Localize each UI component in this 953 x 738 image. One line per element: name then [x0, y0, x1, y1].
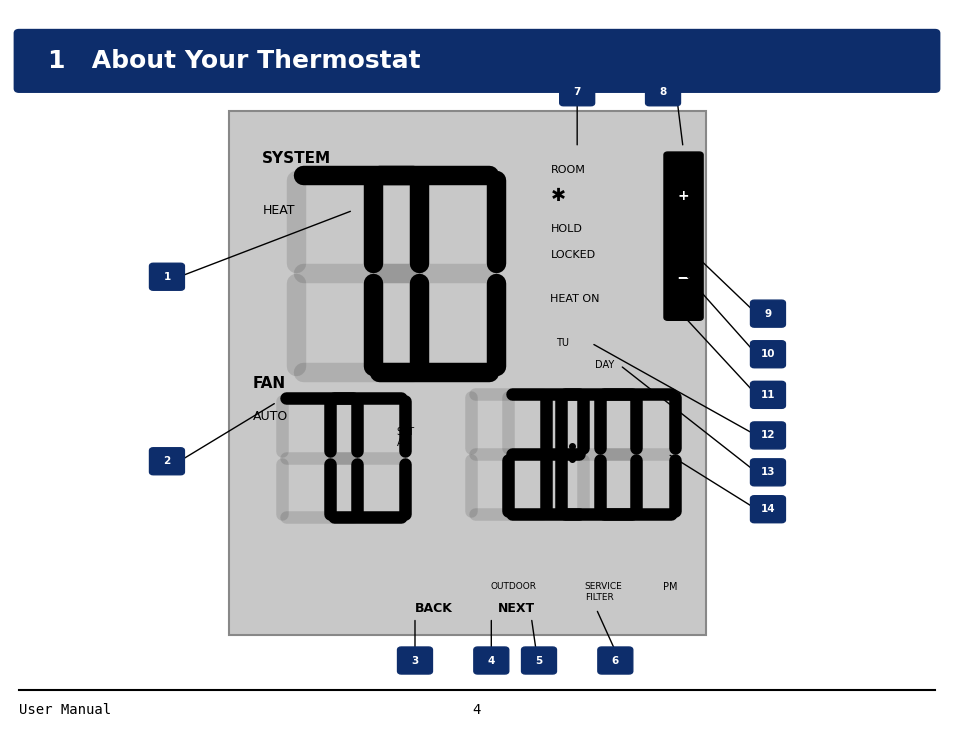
Text: 4: 4 [473, 703, 480, 717]
Text: FAN: FAN [253, 376, 286, 391]
Text: PM: PM [662, 582, 677, 592]
Text: User Manual: User Manual [19, 703, 112, 717]
FancyBboxPatch shape [559, 79, 594, 106]
FancyBboxPatch shape [750, 422, 784, 449]
FancyBboxPatch shape [750, 459, 784, 486]
Text: −: − [676, 268, 690, 286]
Text: 11: 11 [760, 390, 775, 400]
Text: DAY: DAY [595, 360, 614, 370]
Text: 9: 9 [763, 308, 771, 319]
Text: AT: AT [396, 438, 408, 448]
FancyBboxPatch shape [750, 341, 784, 368]
Text: 12: 12 [760, 430, 775, 441]
Text: 10: 10 [760, 349, 775, 359]
Text: HEAT ON: HEAT ON [550, 294, 599, 304]
Text: BACK: BACK [415, 602, 453, 615]
FancyBboxPatch shape [14, 30, 939, 92]
Text: SYSTEM: SYSTEM [262, 151, 331, 166]
FancyBboxPatch shape [397, 647, 432, 674]
Text: LOCKED: LOCKED [550, 249, 595, 260]
Text: 14: 14 [760, 504, 775, 514]
FancyBboxPatch shape [150, 448, 184, 475]
Text: 4: 4 [487, 655, 495, 666]
Text: SERVICE: SERVICE [584, 582, 622, 591]
FancyBboxPatch shape [750, 382, 784, 408]
Text: HOLD: HOLD [550, 224, 581, 234]
FancyBboxPatch shape [229, 111, 705, 635]
Text: 8: 8 [659, 87, 666, 97]
Text: SET: SET [396, 427, 415, 437]
FancyBboxPatch shape [750, 496, 784, 523]
Text: HEAT: HEAT [262, 204, 294, 217]
FancyBboxPatch shape [521, 647, 556, 674]
Text: ✱: ✱ [550, 187, 565, 204]
FancyBboxPatch shape [750, 300, 784, 327]
Text: FILTER: FILTER [584, 593, 613, 602]
FancyBboxPatch shape [645, 79, 679, 106]
Text: 7: 7 [573, 87, 580, 97]
Text: 1   About Your Thermostat: 1 About Your Thermostat [48, 49, 420, 72]
Text: 2: 2 [163, 456, 171, 466]
FancyBboxPatch shape [474, 647, 508, 674]
Text: 3: 3 [411, 655, 418, 666]
Text: 13: 13 [760, 467, 775, 477]
Text: 5: 5 [535, 655, 542, 666]
Text: AUTO: AUTO [253, 410, 288, 424]
Text: 6: 6 [611, 655, 618, 666]
Text: +: + [677, 189, 689, 202]
Text: 1: 1 [163, 272, 171, 282]
FancyBboxPatch shape [598, 647, 632, 674]
Text: TU: TU [556, 338, 569, 348]
FancyBboxPatch shape [150, 263, 184, 290]
Text: ROOM: ROOM [550, 165, 585, 175]
Text: NEXT: NEXT [497, 602, 535, 615]
FancyBboxPatch shape [663, 152, 702, 320]
Text: OUTDOOR: OUTDOOR [490, 582, 536, 591]
